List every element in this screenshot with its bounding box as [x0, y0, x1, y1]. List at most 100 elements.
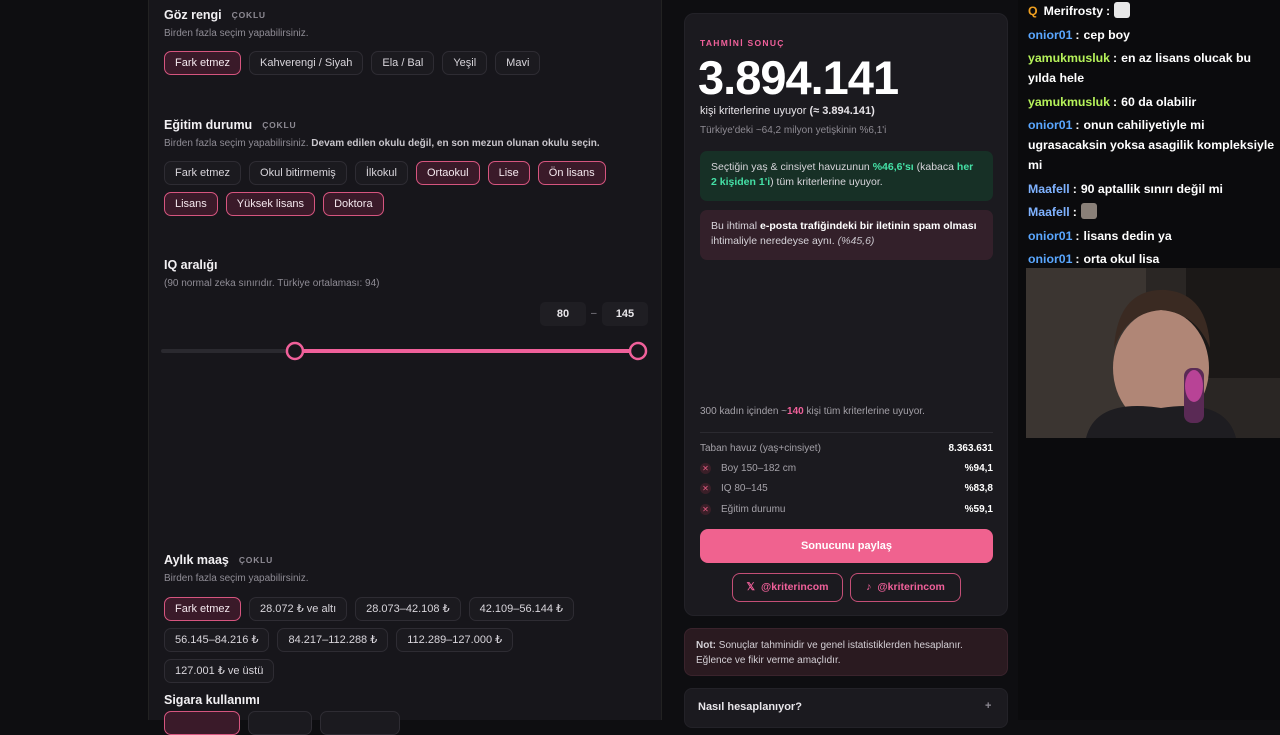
chat-separator: : — [1072, 181, 1077, 196]
chip[interactable]: 112.289–127.000 ₺ — [396, 628, 514, 652]
note-segment: (%45,6) — [837, 235, 875, 247]
pool-note: Seçtiğin yaş & cinsiyet havuzunun %46,6'… — [700, 151, 993, 201]
iq-chart: ErkekKadın7085100115130 — [161, 341, 648, 361]
note-segment: Bu ihtimal — [711, 220, 761, 232]
badge: Q — [1028, 4, 1038, 18]
chip[interactable]: 127.001 ₺ ve üstü — [164, 659, 275, 683]
section-title: IQ aralığı — [164, 258, 218, 272]
multi-tag: ÇOKLU — [262, 120, 297, 130]
chat-message: onior01: onun cahiliyetiyle mi ugrasacaks… — [1028, 115, 1278, 175]
chat-text: 60 da olabilir — [1121, 94, 1197, 109]
multi-tag: ÇOKLU — [238, 555, 274, 565]
chat-message: onior01: cep boy — [1028, 25, 1278, 45]
social-button[interactable]: 𝕏 @kriterincom — [732, 573, 843, 602]
chip[interactable]: Yeşil — [442, 51, 488, 75]
chip-group: Fark etmez Kahverengi / Siyah Ela / Bal Yeş… — [164, 51, 626, 75]
note-segment: (kabaca — [913, 161, 957, 173]
chip[interactable]: Mavi — [495, 51, 541, 75]
chat-text: orta okul lisa — [1083, 252, 1160, 266]
note-segment: her 2 kişiden 1'i — [711, 161, 974, 188]
filter-row: ✕ Eğitim durumu %59,1 — [700, 503, 993, 515]
social-handle: @kriterincom — [877, 581, 945, 593]
chip[interactable]: Fark etmez — [164, 597, 242, 621]
chat-separator: : — [1075, 252, 1080, 266]
faq-toggle[interactable]: Nasıl hesaplanıyor? + — [684, 688, 1008, 728]
chat-user: onior01 — [1028, 252, 1073, 266]
result-card: TAHMİNİ SONUÇ 3.894.141 kişi kriterlerin… — [684, 13, 1008, 616]
chip[interactable]: 28.073–42.108 ₺ — [355, 597, 461, 621]
title-text: Göz rengi — [164, 8, 222, 22]
iq-max-input[interactable]: 145 — [602, 302, 648, 326]
slider-knob — [628, 341, 648, 361]
chip[interactable]: Ela / Bal — [371, 51, 435, 75]
page-body: Göz rengi ÇOKLU Birden fazla seçim yapabi… — [148, 0, 1280, 735]
chip[interactable]: Okul bitirmemiş — [249, 161, 347, 185]
note-segment: Seçtiğin yaş & cinsiyet havuzunun — [711, 161, 873, 173]
chip[interactable]: Lise — [487, 161, 530, 185]
chat-separator: : — [1072, 205, 1077, 219]
emote — [1080, 203, 1097, 219]
chat-user: yamukmusluk — [1028, 94, 1111, 109]
row-label-wrap: ✕ Boy 150–182 cm — [700, 463, 796, 474]
page: Kriter { "form": { "eye_color": {"title"… — [148, 0, 1280, 735]
chip[interactable]: 84.217–112.288 ₺ — [277, 628, 389, 652]
iq-min-input[interactable]: 80 — [540, 302, 586, 326]
chip[interactable]: Lisans — [164, 192, 218, 216]
pictogram — [700, 297, 995, 399]
row-label: IQ 80–145 — [721, 483, 768, 495]
count-suffix: kişi kriterlerine uyuyor — [700, 105, 807, 117]
chat-message: Maafell:90 aptallik sınırı değil mi — [1028, 179, 1278, 199]
chip[interactable]: Doktora — [323, 192, 384, 216]
hint: Birden fazla seçim yapabilirsiniz. — [164, 28, 309, 39]
chat-message: yamukmusluk:60 da olabilir — [1028, 92, 1278, 112]
title-text: Eğitim durumu — [164, 118, 253, 132]
chip[interactable]: Kahverengi / Siyah — [249, 51, 364, 75]
note-segment: %46,6'sı — [872, 161, 914, 173]
chat-message: Maafell: — [1028, 202, 1278, 222]
chip[interactable]: İlkokul — [354, 161, 408, 185]
faq-title: Nasıl hesaplanıyor? — [698, 701, 802, 713]
row-label-wrap: ✕ IQ 80–145 — [700, 483, 768, 495]
chat-message: Q Merifrosty: — [1028, 1, 1278, 21]
note-segment: e-posta trafiğindeki bir iletinin spam o… — [760, 220, 977, 232]
chat-separator: : — [1106, 4, 1111, 18]
range-separator: – — [591, 308, 597, 319]
chat-user: onior01 — [1028, 118, 1073, 132]
chip-group: Fark etmez 28.072 ₺ ve altı 28.073–42.108 … — [164, 597, 626, 683]
filter-row: ✕ IQ 80–145 %83,8 — [700, 483, 993, 495]
hint: Birden fazla seçim yapabilirsiniz. Devam… — [164, 138, 600, 149]
webcam — [1026, 268, 1280, 438]
chip[interactable]: 28.072 ₺ ve altı — [249, 597, 348, 621]
count-approx: (≈ 3.894.141) — [809, 105, 875, 117]
row-label: Boy 150–182 cm — [721, 463, 797, 474]
chat-user: Maafell — [1028, 181, 1070, 196]
note-label: Not: — [696, 640, 716, 651]
chip[interactable]: Ortaokul — [416, 161, 480, 185]
chip[interactable] — [164, 711, 240, 735]
chip[interactable]: Ön lisans — [537, 161, 606, 185]
row-value: 8.363.631 — [948, 443, 994, 454]
chip[interactable]: Fark etmez — [164, 51, 242, 75]
chip[interactable]: 42.109–56.144 ₺ — [468, 597, 575, 621]
chat-text: cep boy — [1083, 27, 1130, 42]
divider — [700, 432, 993, 433]
filter-row: ✕ Boy 150–182 cm %94,1 — [700, 463, 993, 474]
share-button[interactable]: Sonucunu paylaş — [700, 529, 993, 563]
chip[interactable] — [320, 711, 400, 735]
chip[interactable] — [248, 711, 312, 735]
chat-message: onior01: orta okul lisa — [1028, 249, 1278, 269]
social-button[interactable]: ♪ @kriterincom — [850, 573, 961, 602]
row-value: %59,1 — [964, 503, 993, 515]
row-value: %83,8 — [964, 483, 993, 495]
chat-text: onun cahiliyetiyle mi ugrasacaksin yoksa… — [1028, 118, 1275, 172]
chip[interactable]: Yüksek lisans — [225, 192, 316, 216]
chip-group: Fark etmez Okul bitirmemiş İlkokul Ortaokul… — [164, 161, 626, 216]
chip[interactable]: Fark etmez — [164, 161, 242, 185]
chip[interactable]: 56.145–84.216 ₺ — [164, 628, 270, 652]
hint: (90 normal zeka sınırıdır. Türkiye ortal… — [164, 278, 380, 289]
chat-user: Merifrosty — [1043, 4, 1104, 18]
section-title: Göz rengi ÇOKLU — [164, 8, 266, 22]
caption-text: kadın içinden ~ — [716, 406, 788, 417]
row-label: Eğitim durumu — [721, 503, 786, 515]
chat-user: Maafell — [1028, 205, 1070, 219]
